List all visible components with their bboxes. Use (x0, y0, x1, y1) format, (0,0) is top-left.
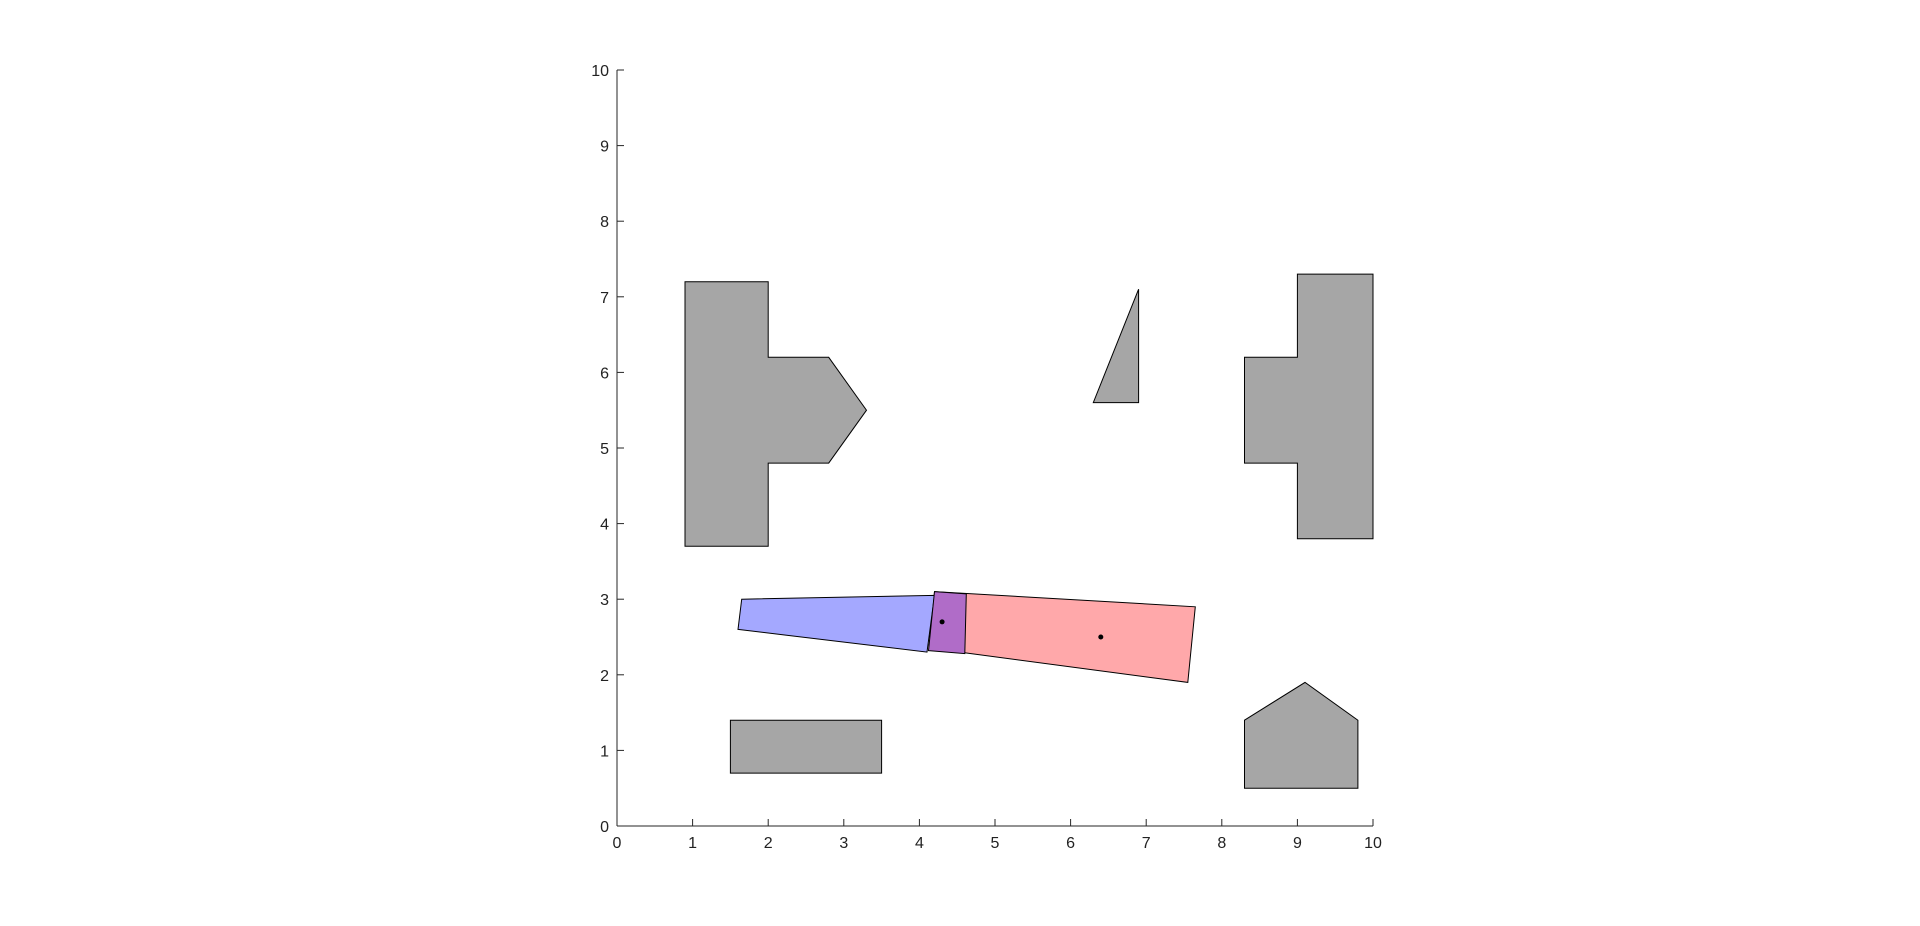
joint-overlap (927, 591, 967, 655)
x-tick-label: 2 (764, 835, 773, 852)
x-tick-label: 5 (991, 835, 1000, 852)
y-tick-label: 1 (600, 743, 609, 760)
x-tick-label: 3 (839, 835, 848, 852)
x-tick-label: 10 (1364, 835, 1382, 852)
x-axis-ticks: 0 1 2 3 4 5 6 7 8 9 10 (613, 819, 1382, 852)
y-tick-label: 4 (600, 517, 609, 534)
joint-1 (939, 619, 945, 625)
y-tick-label: 7 (600, 290, 609, 307)
x-tick-label: 9 (1293, 835, 1302, 852)
y-axis-ticks: 0 1 2 3 4 5 6 7 8 9 10 (591, 63, 624, 836)
obstacle-t-shape-left (684, 281, 868, 547)
x-tick-label: 1 (688, 835, 697, 852)
y-tick-label: 0 (600, 819, 609, 836)
obstacles-layer (684, 273, 1374, 789)
x-tick-label: 4 (915, 835, 924, 852)
y-tick-label: 2 (600, 668, 609, 685)
x-tick-label: 7 (1142, 835, 1151, 852)
y-tick-label: 5 (600, 441, 609, 458)
obstacle-rectangle (729, 719, 883, 774)
obstacle-triangle (1092, 289, 1140, 404)
obstacle-t-shape-right (1244, 273, 1374, 540)
link-blue (737, 594, 936, 653)
links-layer (737, 591, 1196, 683)
link-red (930, 591, 1196, 683)
joint-2 (1098, 634, 1104, 640)
y-tick-label: 3 (600, 592, 609, 609)
y-tick-label: 9 (600, 139, 609, 156)
y-tick-label: 8 (600, 214, 609, 231)
joint-points-layer (939, 619, 1104, 640)
x-tick-label: 8 (1217, 835, 1226, 852)
obstacle-house (1244, 681, 1359, 789)
y-tick-label: 10 (591, 63, 609, 80)
x-tick-label: 6 (1066, 835, 1075, 852)
y-tick-label: 6 (600, 365, 609, 382)
x-tick-label: 0 (613, 835, 622, 852)
